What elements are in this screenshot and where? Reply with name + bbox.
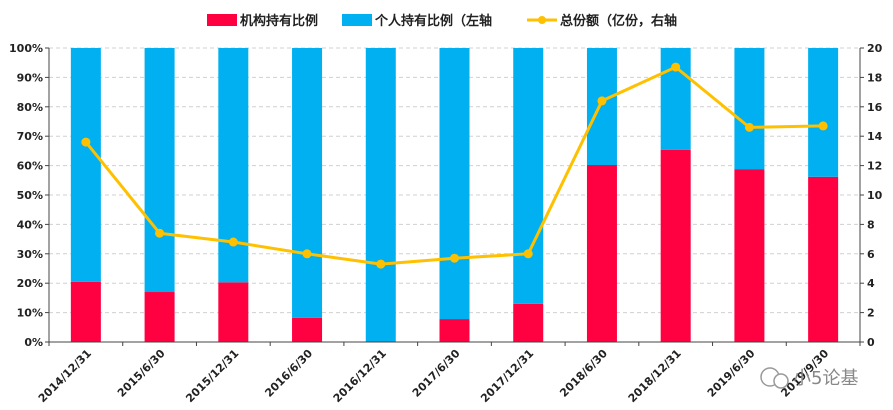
y-right-tick-label: 14: [867, 130, 883, 143]
y-right-tick-label: 6: [867, 248, 875, 261]
y-right-tick-label: 8: [867, 218, 875, 231]
total-share-point: [523, 249, 533, 259]
x-tick-label: 2015/12/31: [183, 347, 241, 405]
y-right-tick-label: 2: [867, 307, 875, 320]
total-share-point: [155, 228, 165, 238]
x-tick-label: 2019/6/30: [705, 347, 758, 400]
institution-bar: [292, 317, 323, 342]
institution-bar: [218, 282, 249, 342]
y-left-tick-label: 0%: [24, 336, 43, 349]
y-right-tick-label: 20: [867, 42, 883, 55]
total-share-point: [744, 122, 754, 132]
individual-bar: [218, 48, 249, 283]
y-right-tick-label: 18: [867, 71, 882, 84]
y-right-tick-label: 10: [867, 189, 883, 202]
x-tick-label: 2018/6/30: [557, 347, 610, 400]
total-share-point: [302, 249, 312, 259]
legend-institution-label: 机构持有比例: [240, 13, 318, 29]
watermark-text: 小5论基: [793, 368, 858, 389]
total-share-point: [81, 137, 91, 147]
individual-bar: [808, 48, 839, 177]
institution-bar: [513, 303, 544, 342]
legend-individual-swatch: [342, 14, 372, 26]
institution-bar: [439, 319, 470, 342]
y-right-tick-label: 0: [867, 336, 875, 349]
total-share-point: [597, 96, 607, 106]
y-left-tick-label: 20%: [17, 277, 43, 290]
y-left-tick-label: 70%: [17, 130, 43, 143]
y-left-tick-label: 60%: [17, 160, 43, 173]
y-right-tick-label: 4: [867, 277, 875, 290]
y-left-tick-label: 50%: [17, 189, 43, 202]
watermark: 小5论基: [760, 367, 858, 389]
y-left-tick-label: 30%: [17, 248, 43, 261]
institution-bar: [586, 165, 617, 342]
legend: 机构持有比例 个人持有比例（左轴 总份额（亿份，右轴: [207, 13, 677, 29]
legend-institution-swatch: [207, 14, 237, 26]
individual-bar: [292, 48, 323, 318]
total-share-line: [81, 62, 828, 269]
total-share-point: [818, 121, 828, 131]
individual-bar: [586, 48, 617, 166]
wechat-icon-bubble: [773, 373, 789, 389]
y-right-tick-label: 16: [867, 101, 883, 114]
x-tick-label: 2016/6/30: [262, 347, 315, 400]
legend-total-marker: [538, 16, 546, 24]
total-share-point: [450, 253, 459, 263]
y-right-tick-label: 12: [867, 160, 882, 173]
total-share-point: [376, 259, 386, 269]
y-left-tick-label: 40%: [17, 218, 43, 231]
x-tick-label: 2017/6/30: [410, 347, 463, 400]
legend-total-label: 总份额（亿份，右轴: [560, 13, 677, 29]
individual-bar: [70, 48, 101, 282]
y-left-tick-label: 10%: [17, 307, 43, 320]
individual-bar: [365, 48, 396, 342]
total-share-point: [228, 237, 238, 247]
x-tick-label: 2016/12/31: [331, 347, 389, 405]
legend-individual-label: 个人持有比例（左轴: [374, 13, 492, 29]
individual-bar: [439, 48, 470, 320]
x-tick-label: 2018/12/31: [626, 347, 684, 405]
individual-bar: [513, 48, 544, 304]
individual-bar: [734, 48, 765, 170]
x-tick-label: 2015/6/30: [115, 347, 168, 400]
institution-bar: [70, 281, 101, 342]
institution-bar: [734, 169, 765, 342]
x-tick-label: 2017/12/31: [478, 347, 536, 405]
individual-bar: [144, 48, 175, 293]
institution-bar: [660, 149, 691, 342]
y-left-tick-label: 100%: [9, 42, 43, 55]
y-left-tick-label: 80%: [17, 101, 43, 114]
total-share-point: [671, 62, 681, 72]
y-left-tick-label: 90%: [17, 71, 43, 84]
institution-bar: [808, 176, 839, 342]
x-tick-label: 2014/12/31: [36, 347, 94, 405]
institution-bar: [144, 292, 175, 342]
